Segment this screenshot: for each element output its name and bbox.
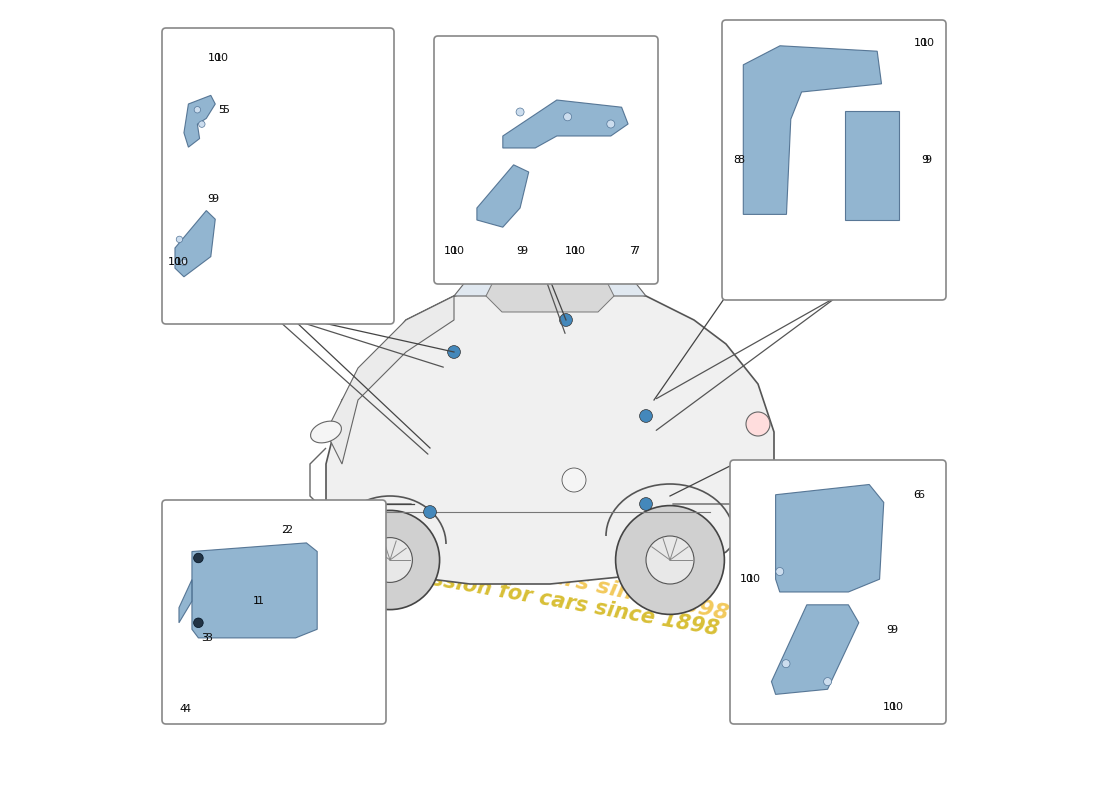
Text: 1: 1 xyxy=(256,596,264,606)
Text: 10: 10 xyxy=(451,246,465,256)
Circle shape xyxy=(340,510,440,610)
Circle shape xyxy=(782,660,790,668)
Circle shape xyxy=(448,346,461,358)
Circle shape xyxy=(824,678,832,686)
Polygon shape xyxy=(503,100,628,148)
Text: 10: 10 xyxy=(175,258,189,267)
Text: 3: 3 xyxy=(201,633,208,643)
Text: 8: 8 xyxy=(734,155,740,165)
Text: 9: 9 xyxy=(207,194,215,204)
Text: 10: 10 xyxy=(747,574,760,584)
Text: 9: 9 xyxy=(211,194,218,204)
Polygon shape xyxy=(771,605,859,694)
Text: 10: 10 xyxy=(216,53,229,63)
Text: 5: 5 xyxy=(219,105,225,114)
Circle shape xyxy=(424,506,437,518)
Text: 1: 1 xyxy=(253,596,261,606)
Text: 10: 10 xyxy=(572,246,586,256)
Text: 3: 3 xyxy=(205,633,212,643)
Circle shape xyxy=(776,567,784,575)
Circle shape xyxy=(639,410,652,422)
Polygon shape xyxy=(477,165,529,227)
Polygon shape xyxy=(191,543,317,638)
Circle shape xyxy=(630,520,710,600)
Text: epa: epa xyxy=(375,347,532,421)
Polygon shape xyxy=(454,256,646,296)
Circle shape xyxy=(616,506,725,614)
Polygon shape xyxy=(845,111,899,220)
Text: 9: 9 xyxy=(925,155,932,165)
Polygon shape xyxy=(179,579,191,622)
FancyBboxPatch shape xyxy=(722,20,946,300)
Text: 10: 10 xyxy=(168,258,182,267)
Polygon shape xyxy=(184,95,216,147)
FancyBboxPatch shape xyxy=(730,460,946,724)
Text: a passion for cars since 1898: a passion for cars since 1898 xyxy=(370,528,730,624)
Text: 2: 2 xyxy=(282,525,288,535)
Polygon shape xyxy=(175,210,216,277)
Text: 10: 10 xyxy=(739,574,754,584)
Text: 9: 9 xyxy=(921,155,928,165)
Text: a passion for cars since 1898: a passion for cars since 1898 xyxy=(379,561,720,639)
Circle shape xyxy=(199,121,205,127)
Circle shape xyxy=(176,236,183,242)
Circle shape xyxy=(516,108,524,116)
Ellipse shape xyxy=(746,412,770,436)
Text: 4: 4 xyxy=(179,704,187,714)
Polygon shape xyxy=(486,264,614,312)
Circle shape xyxy=(639,498,652,510)
Text: 9: 9 xyxy=(517,246,524,256)
Text: 10: 10 xyxy=(883,702,896,712)
Circle shape xyxy=(195,106,200,113)
Polygon shape xyxy=(326,280,774,584)
FancyBboxPatch shape xyxy=(162,500,386,724)
Circle shape xyxy=(563,113,572,121)
Text: 4: 4 xyxy=(184,704,190,714)
Text: 10: 10 xyxy=(208,53,222,63)
Circle shape xyxy=(646,536,694,584)
Text: 10: 10 xyxy=(921,38,934,48)
Circle shape xyxy=(560,314,572,326)
Circle shape xyxy=(367,538,412,582)
Circle shape xyxy=(562,468,586,492)
Polygon shape xyxy=(326,296,454,464)
Polygon shape xyxy=(744,46,881,214)
Ellipse shape xyxy=(310,421,341,443)
Text: 2: 2 xyxy=(285,525,292,535)
Text: 10: 10 xyxy=(913,38,927,48)
Text: 9: 9 xyxy=(887,626,893,635)
Text: 6: 6 xyxy=(913,490,921,500)
Text: 10: 10 xyxy=(444,246,458,256)
Text: 10: 10 xyxy=(890,702,904,712)
Circle shape xyxy=(194,554,204,563)
FancyBboxPatch shape xyxy=(162,28,394,324)
Text: 6: 6 xyxy=(917,490,924,500)
FancyBboxPatch shape xyxy=(434,36,658,284)
Circle shape xyxy=(180,259,187,266)
Polygon shape xyxy=(776,485,883,592)
Text: 7: 7 xyxy=(632,246,639,256)
Text: 7: 7 xyxy=(629,246,636,256)
Text: 8: 8 xyxy=(737,155,744,165)
Text: 9: 9 xyxy=(890,626,898,635)
Circle shape xyxy=(194,618,204,627)
Text: 9: 9 xyxy=(520,246,527,256)
Text: 5: 5 xyxy=(222,105,229,114)
Circle shape xyxy=(607,120,615,128)
Text: e: e xyxy=(458,343,515,425)
Text: 10: 10 xyxy=(565,246,579,256)
